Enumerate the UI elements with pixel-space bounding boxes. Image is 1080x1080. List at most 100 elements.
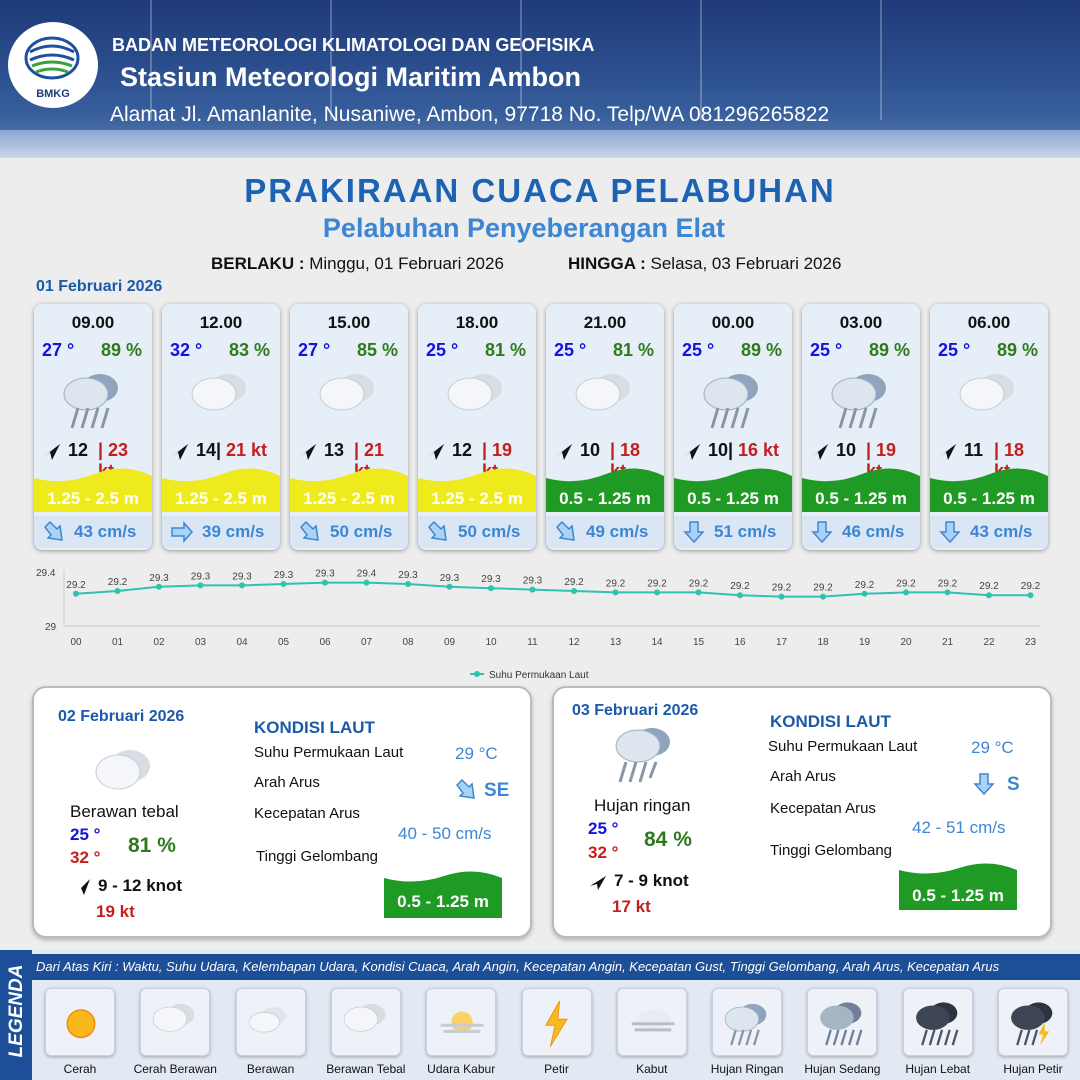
- kabut-icon: [631, 1010, 675, 1032]
- x-tick-label: 15: [693, 637, 705, 648]
- current-arrow-icon: [300, 520, 319, 541]
- cloud-icon: [95, 750, 150, 790]
- day1-date: 01 Februari 2026: [36, 278, 163, 295]
- hujan-sedang-icon: [820, 1002, 863, 1046]
- sst-data-label: 29.3: [274, 570, 294, 581]
- x-tick-label: 17: [776, 637, 788, 648]
- air-temperature: 27 °: [298, 340, 331, 360]
- station-address: Alamat Jl. Amanlanite, Nusaniwe, Ambon, …: [110, 103, 830, 126]
- day2-wind: 9 - 12 knot: [98, 876, 183, 895]
- x-tick-label: 10: [485, 637, 497, 648]
- current-speed: 51 cm/s: [714, 522, 777, 541]
- sst-data-label: 29.3: [398, 570, 418, 581]
- sst-data-label: 29.2: [813, 583, 833, 594]
- humidity: 89 %: [100, 340, 142, 360]
- sst-point: [571, 588, 577, 594]
- day2-condition: Berawan tebal: [70, 802, 179, 821]
- hujan-ringan-icon: [831, 374, 886, 429]
- current-info: 50 cm/s: [290, 516, 408, 548]
- wave-height-bar: [546, 468, 664, 512]
- page-subtitle: Pelabuhan Penyeberangan Elat: [322, 213, 726, 243]
- day3-gust: 17 kt: [612, 897, 651, 916]
- sst-point: [903, 589, 909, 596]
- berawan-icon: [248, 1006, 286, 1033]
- sst-data-label: 29.3: [191, 571, 211, 582]
- wave-height: 0.5 - 1.25 m: [559, 489, 651, 508]
- sst-point: [612, 589, 619, 596]
- current-arrow-icon: [44, 520, 63, 541]
- day2-dir-value: SE: [484, 780, 510, 801]
- validity-from-label: BERLAKU :: [211, 254, 305, 273]
- forecast-card: 12.00 32 ° 83 % 14| 21 kt 1.25 - 2.5 m 3…: [162, 304, 280, 550]
- current-speed: 46 cm/s: [842, 522, 905, 541]
- humidity: 83 %: [228, 340, 270, 360]
- cerah-icon: [66, 1009, 96, 1039]
- legend-swatch-dot: [474, 671, 480, 677]
- wave-height-bar: [418, 468, 536, 512]
- window-frame: [700, 0, 702, 120]
- sst-data-label: 29.2: [938, 578, 958, 589]
- hujan-lebat-icon: [915, 1002, 959, 1046]
- sst-point: [695, 589, 702, 596]
- org-name: BADAN METEOROLOGI KLIMATOLOGI DAN GEOFIS…: [112, 35, 595, 55]
- x-tick-label: 07: [361, 637, 373, 648]
- day2-temp-max: 32 °: [70, 848, 101, 867]
- wave-height: 1.25 - 2.5 m: [303, 489, 395, 508]
- current-info: 51 cm/s: [674, 516, 792, 548]
- x-tick-label: 02: [153, 637, 165, 648]
- wind-arrow-icon: [590, 876, 606, 890]
- x-tick-label: 14: [651, 637, 663, 648]
- sst-point: [239, 582, 245, 589]
- current-arrow-icon: [171, 521, 194, 543]
- validity-to: HINGGA : Selasa, 03 Februari 2026: [568, 254, 841, 274]
- x-tick-label: 04: [236, 637, 248, 648]
- sst-data-label: 29.2: [1021, 581, 1041, 592]
- legend-item: [330, 988, 401, 1056]
- wind-arrow-icon: [682, 444, 700, 460]
- wind-speed: 12: [68, 440, 89, 460]
- sst-point: [114, 588, 121, 594]
- sst-point: [737, 592, 743, 599]
- air-temperature: 25 °: [682, 340, 715, 360]
- sst-point: [322, 579, 328, 586]
- forecast-card: 03.00 25 ° 89 % 10 | 19 kt 0.5 - 1.25 m …: [802, 304, 920, 550]
- wind-arrow-icon: [810, 444, 828, 460]
- wind-gust: 21 kt: [226, 440, 268, 460]
- x-tick-label: 23: [1025, 637, 1037, 648]
- legend-item: [45, 988, 115, 1056]
- legend-item-label: Hujan Sedang: [804, 1062, 881, 1076]
- sst-data-label: 29.2: [772, 583, 792, 594]
- legend-item: [426, 988, 497, 1056]
- hujan-ringan-icon: [724, 1003, 767, 1046]
- petir-icon: [544, 1000, 568, 1047]
- wind-arrow-icon: [74, 879, 90, 895]
- forecast-card: 15.00 27 ° 85 % 13 | 21 kt 1.25 - 2.5 m …: [290, 304, 408, 550]
- legend-item-label: Petir: [544, 1062, 569, 1076]
- x-tick-label: 05: [278, 637, 290, 648]
- sst-series-line: [75, 581, 1031, 598]
- current-speed: 39 cm/s: [202, 522, 265, 541]
- berawan-tebal-icon: [343, 1003, 386, 1032]
- forecast-time: 21.00: [583, 313, 627, 332]
- berawan-tebal-icon: [575, 374, 630, 411]
- forecast-time: 18.00: [455, 313, 499, 332]
- sst-point: [986, 592, 992, 599]
- x-tick-label: 03: [195, 637, 207, 648]
- day3-speed-value: 42 - 51 cm/s: [912, 818, 1006, 837]
- sst-point: [861, 590, 868, 597]
- humidity: 81 %: [484, 340, 526, 360]
- sst-data-label: 29.3: [149, 573, 169, 584]
- forecast-time: 09.00: [71, 313, 115, 332]
- day3-kondisi-heading: KONDISI LAUT: [770, 712, 891, 731]
- x-tick-label: 20: [900, 637, 912, 648]
- day3-temp-max: 32 °: [588, 843, 619, 862]
- x-tick-label: 16: [734, 637, 746, 648]
- wind-arrow-icon: [554, 444, 572, 460]
- legend-item-label: Hujan Petir: [1003, 1062, 1063, 1076]
- wind-speed: 12: [452, 440, 473, 460]
- wave-height-bar: [290, 468, 408, 512]
- current-info: 39 cm/s: [162, 516, 280, 548]
- berawan-tebal-icon: [319, 374, 374, 411]
- sst-point: [529, 586, 536, 593]
- legend-item-label: Udara Kabur: [427, 1062, 496, 1076]
